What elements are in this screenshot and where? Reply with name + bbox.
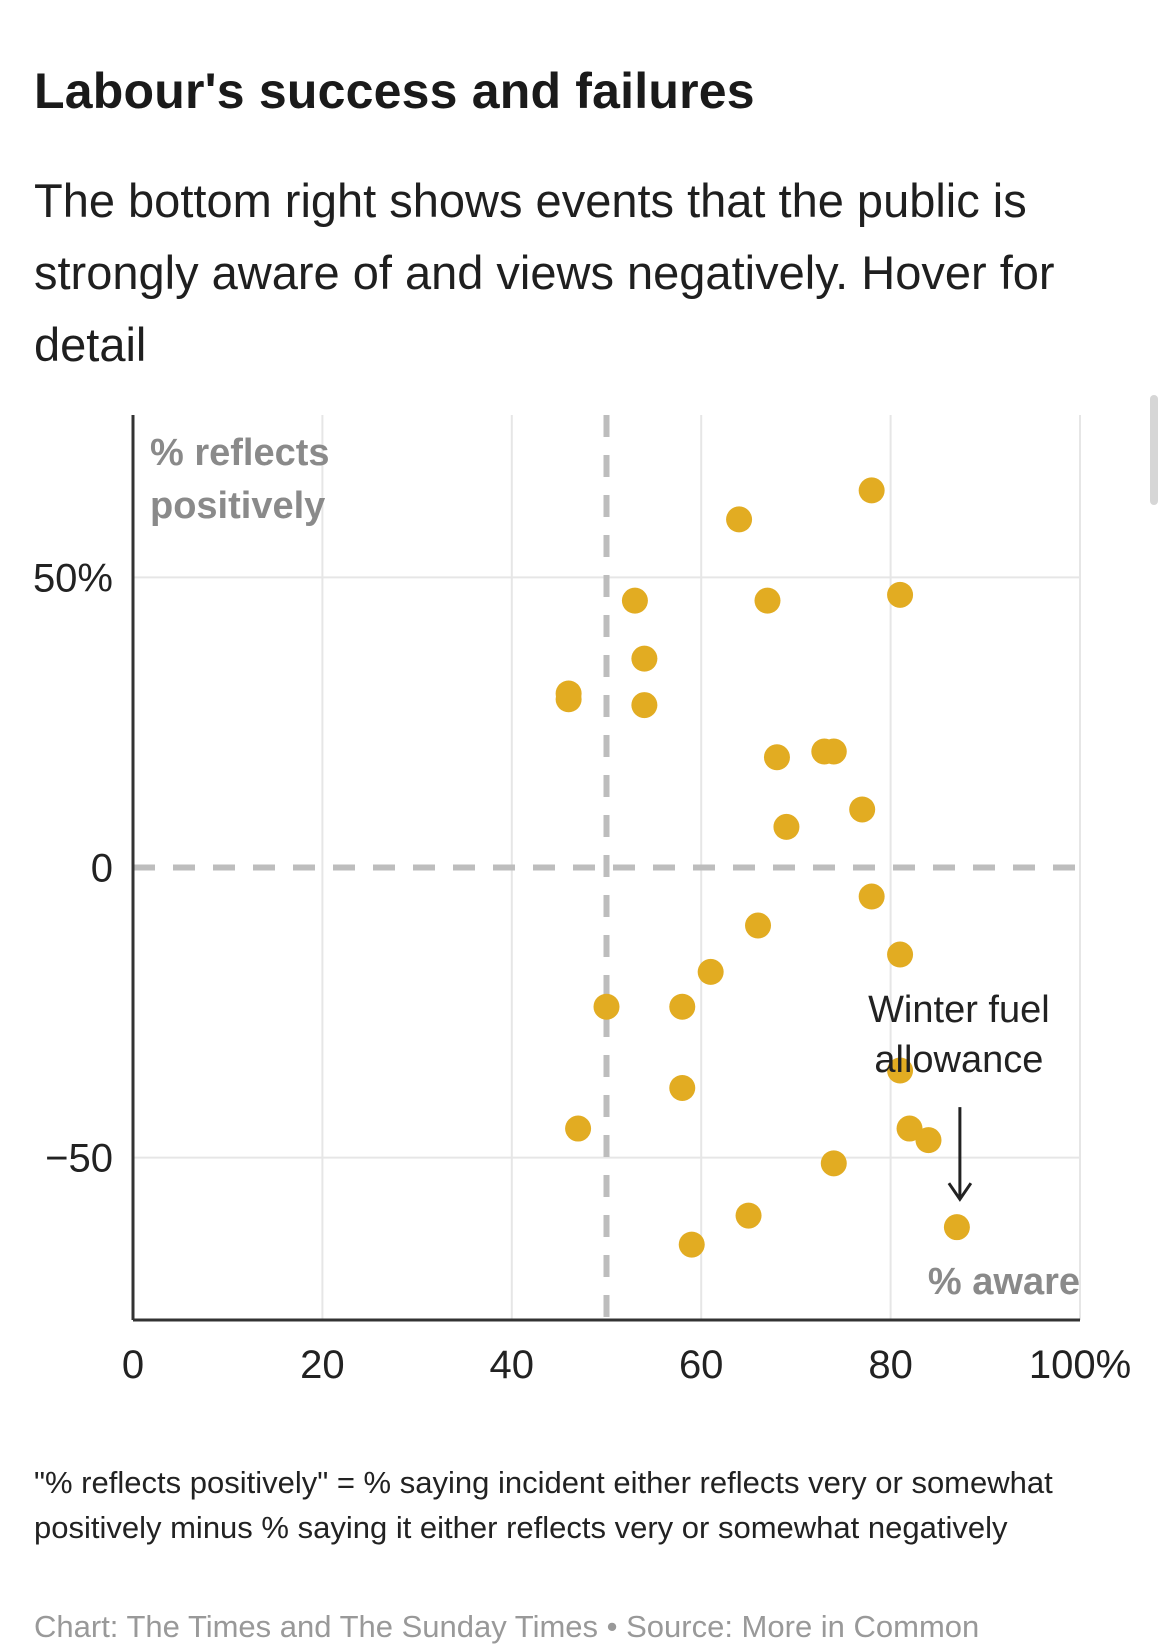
y-tick-label: −50 [45, 1137, 113, 1181]
data-point [887, 581, 914, 608]
data-point [669, 1074, 696, 1101]
data-point [669, 993, 696, 1020]
axes [131, 415, 1080, 1322]
annotation-arrow-head [947, 1182, 973, 1202]
x-tick-label: 40 [490, 1343, 535, 1387]
x-axis-title: % aware [928, 1261, 1080, 1303]
scrollbar[interactable] [1150, 395, 1158, 505]
x-tick-label: 0 [122, 1343, 144, 1387]
x-tick-label: 80 [868, 1343, 913, 1387]
x-tick-label: 100% [1029, 1343, 1131, 1387]
data-point [726, 506, 753, 533]
scatter-chart: 0 20 40 60 80 100% 50% 0 −50 % reflects positively… [33, 415, 1131, 1387]
data-point [697, 958, 724, 985]
chart-title: Labour's success and failures [34, 63, 755, 119]
y-tick-label: 0 [91, 847, 113, 891]
data-point [745, 912, 772, 939]
data-point [858, 883, 885, 910]
data-point [763, 744, 790, 771]
data-point [849, 796, 876, 823]
footnote: "% reflects positively" = % saying incid… [34, 1465, 1053, 1545]
data-point [555, 686, 582, 713]
y-axis-title-line-1: % reflects [150, 432, 330, 474]
data-point [773, 813, 800, 840]
data-point [631, 692, 658, 719]
x-tick-label: 60 [679, 1343, 724, 1387]
y-tick-label: 50% [33, 556, 113, 600]
data-points [555, 477, 970, 1258]
data-point [858, 477, 885, 504]
data-point [887, 1057, 914, 1084]
annotation-label-line-1: Winter fuel [868, 989, 1050, 1031]
data-point [565, 1115, 592, 1142]
data-point [943, 1214, 970, 1241]
chart-subtitle: The bottom right shows events that the p… [34, 174, 1055, 371]
data-point [896, 1115, 923, 1142]
x-tick-label: 20 [300, 1343, 345, 1387]
data-point [631, 645, 658, 672]
data-point [754, 587, 781, 614]
data-point [820, 1150, 847, 1177]
y-axis-title-line-2: positively [150, 485, 325, 527]
gridlines [133, 415, 1081, 1320]
data-point [621, 587, 648, 614]
reference-lines [133, 415, 1080, 1320]
data-point [915, 1127, 942, 1154]
axis-labels: 0 20 40 60 80 100% 50% 0 −50 % reflects positively… [33, 432, 1131, 1387]
annotation-label-line-2: allowance [874, 1039, 1043, 1081]
data-point [678, 1231, 705, 1258]
data-point [887, 941, 914, 968]
data-point [820, 738, 847, 765]
data-point [735, 1202, 762, 1229]
annotations: Winter fuel allowance [868, 989, 1050, 1202]
data-point [593, 993, 620, 1020]
